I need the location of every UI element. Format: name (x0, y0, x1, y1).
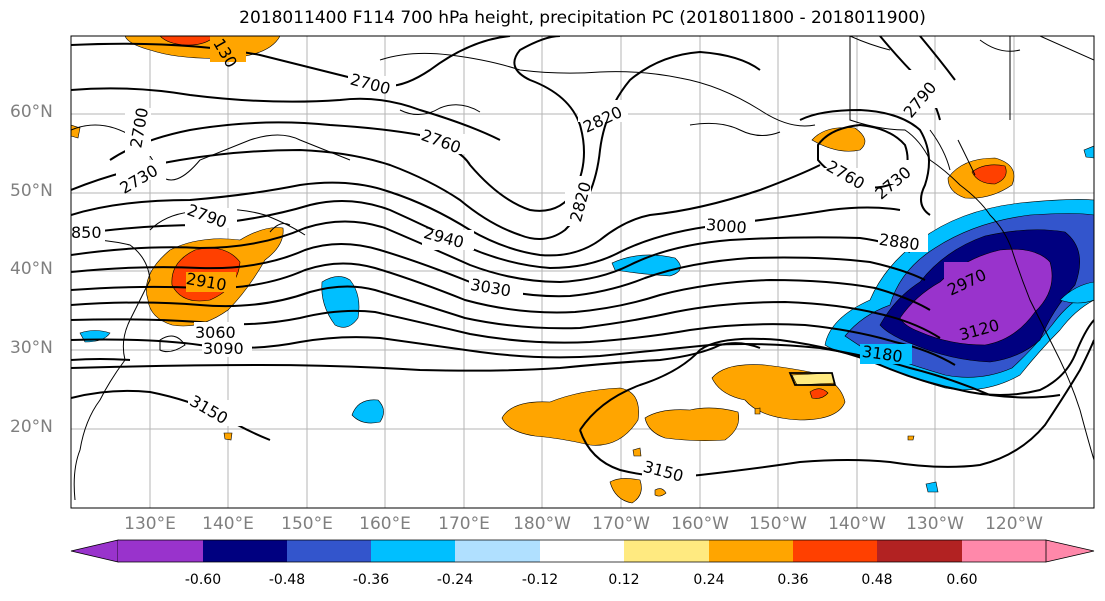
colorbar-swatch (709, 540, 793, 562)
map-title: 2018011400 F114 700 hPa height, precipit… (239, 8, 926, 28)
colorbar-tick-label: 0.24 (693, 572, 725, 588)
colorbar-swatch (624, 540, 709, 562)
contour-label-850: 850 (71, 223, 102, 242)
colorbar-swatch (118, 540, 203, 562)
lon-label-160w: 160°W (671, 514, 729, 534)
colorbar-tick-label: -0.12 (521, 572, 559, 588)
colorbar-extend-left (70, 539, 119, 563)
colorbar-tick-label: -0.36 (352, 572, 390, 588)
contour-label-3090: 3090 (203, 339, 244, 358)
map-frame (70, 35, 1095, 509)
lon-label-150w: 150°W (749, 514, 807, 534)
colorbar-tick-label: 0.36 (777, 572, 809, 588)
lon-label-130e: 130°E (124, 514, 176, 534)
lon-label-160e: 160°E (359, 514, 411, 534)
colorbar-tick-label: 0.60 (946, 572, 978, 588)
lon-label-170e: 170°E (438, 514, 490, 534)
lon-label-150e: 150°E (281, 514, 333, 534)
precipitation-shading (71, 36, 1094, 504)
colorbar-boxes (118, 540, 1046, 562)
lon-label-180w: 180°W (513, 514, 571, 534)
colorbar-extend-right (1045, 539, 1095, 563)
contour-label-3060: 3060 (195, 323, 236, 342)
colorbar-tick-label: -0.24 (436, 572, 474, 588)
colorbar-swatch (371, 540, 455, 562)
lat-label-60n: 60°N (10, 102, 53, 122)
lon-label-140e: 140°E (202, 514, 254, 534)
lat-label-50n: 50°N (10, 181, 53, 201)
colorbar-swatch (962, 540, 1046, 562)
lat-label-40n: 40°N (10, 259, 53, 279)
colorbar-tick-label: -0.60 (184, 572, 222, 588)
colorbar-tick-label: 0.12 (608, 572, 640, 588)
colorbar-swatch (455, 540, 540, 562)
colorbar-swatch (877, 540, 962, 562)
lon-label-170w: 170°W (592, 514, 650, 534)
lon-label-120w: 120°W (985, 514, 1043, 534)
contour-label-3000: 3000 (705, 215, 747, 237)
lat-label-20n: 20°N (10, 417, 53, 437)
colorbar-swatch (540, 540, 624, 562)
colorbar-tick-label: -0.48 (268, 572, 306, 588)
map-plot-area: 2700 2700 2730 130 2820 2760 2790 2820 2… (71, 36, 1094, 508)
colorbar-swatch (287, 540, 371, 562)
colorbar-swatch (203, 540, 287, 562)
colorbar-swatch (793, 540, 877, 562)
lat-label-30n: 30°N (10, 338, 53, 358)
lon-label-130w: 130°W (906, 514, 964, 534)
colorbar-tick-label: 0.48 (861, 572, 893, 588)
lon-label-140w: 140°W (828, 514, 886, 534)
colorbar (70, 539, 1095, 563)
